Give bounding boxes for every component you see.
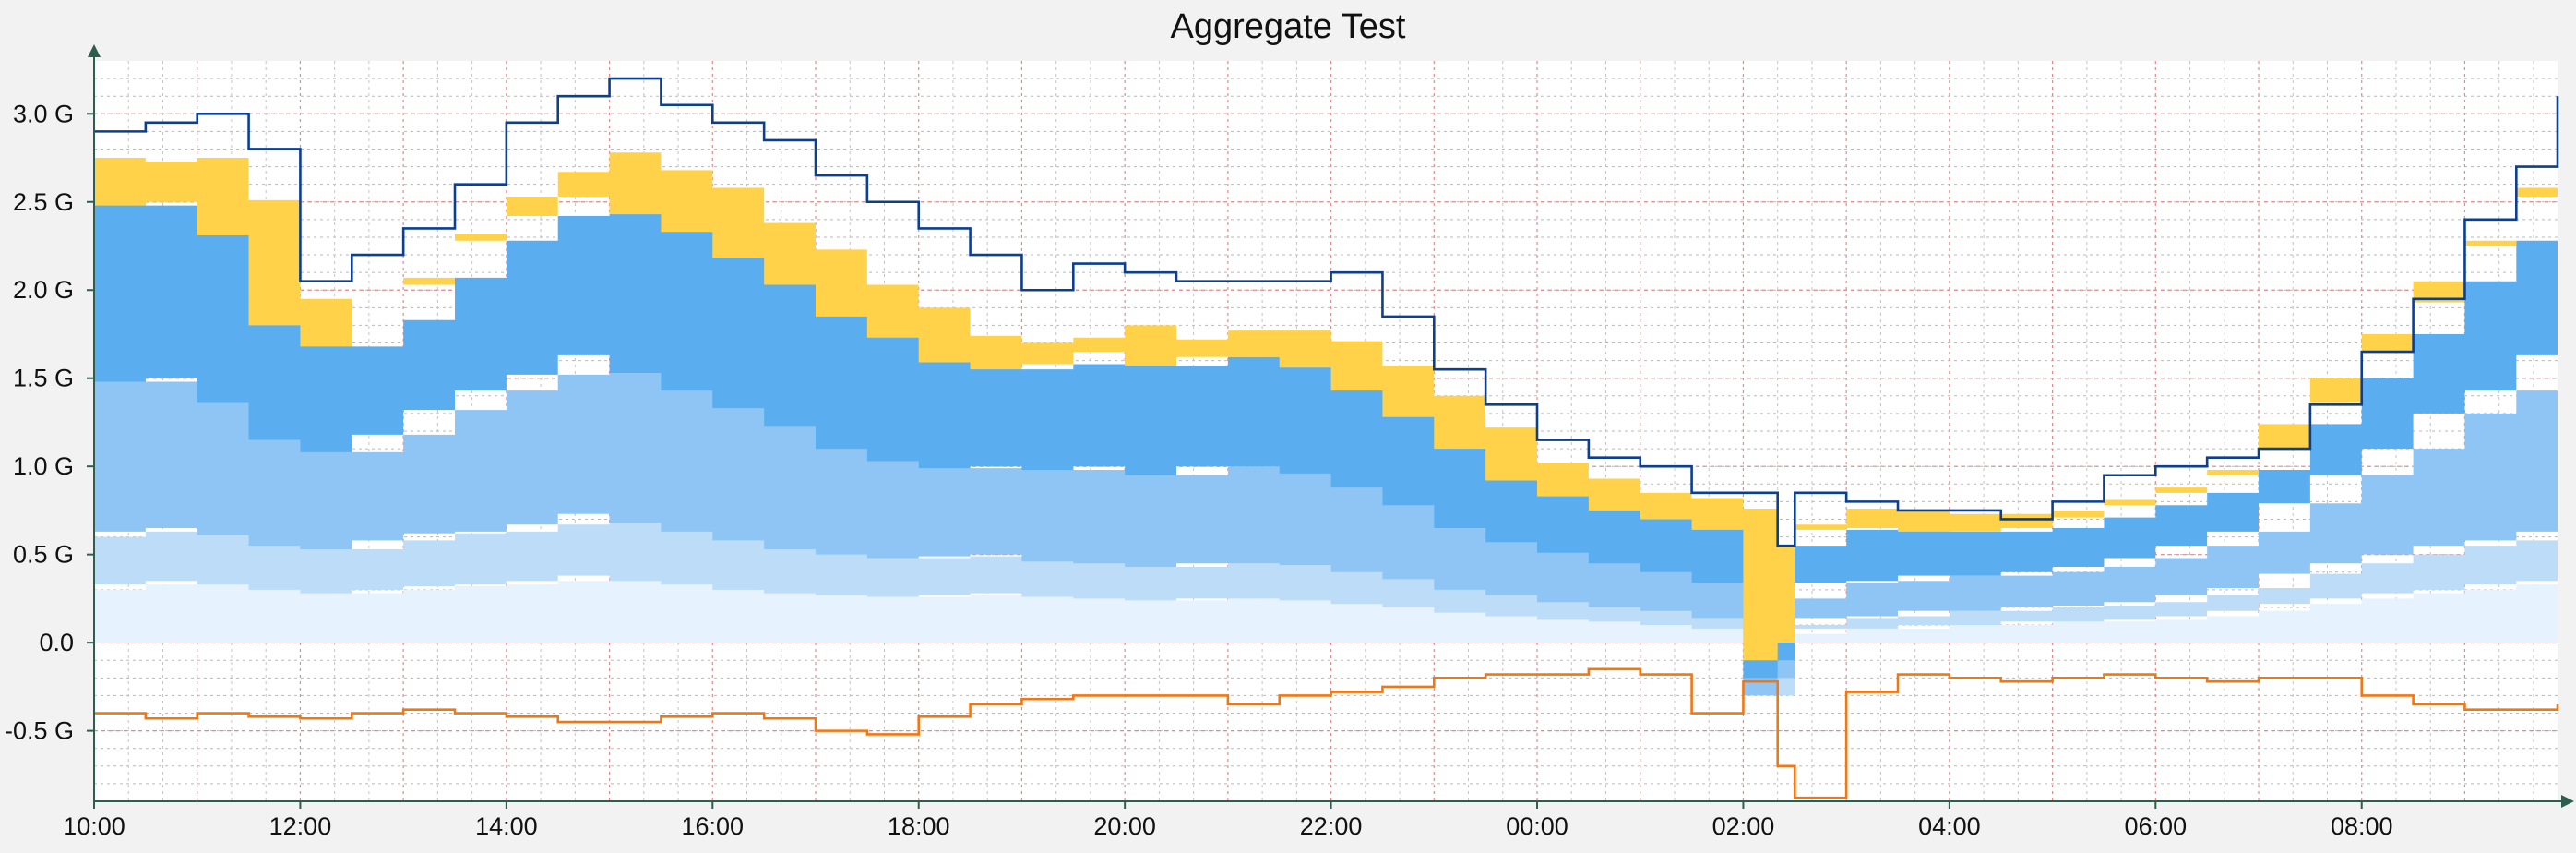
- stacked-area-series-3: [94, 354, 2558, 696]
- y-tick-label: 2.5 G: [13, 188, 74, 216]
- axes: [87, 44, 2574, 809]
- line-series-1: [94, 77, 2559, 547]
- y-tick-label: 2.0 G: [13, 276, 74, 304]
- series-layer: [94, 77, 2559, 799]
- stacked-area-series-2: [94, 513, 2558, 696]
- x-tick-label: 04:00: [1918, 812, 1981, 840]
- y-axis-arrow: [88, 44, 101, 57]
- x-tick-label: 16:00: [682, 812, 745, 840]
- x-tick-label: 12:00: [269, 812, 332, 840]
- stacked-area-series-5: [94, 143, 2558, 661]
- y-tick-label: 1.5 G: [13, 365, 74, 392]
- x-tick-label: 20:00: [1093, 812, 1156, 840]
- x-tick-label: 06:00: [2125, 812, 2188, 840]
- chart-title: Aggregate Test: [1170, 7, 1406, 46]
- x-tick-label: 10:00: [63, 812, 125, 840]
- x-tick-label: 08:00: [2331, 812, 2393, 840]
- stacked-area-series-4: [94, 187, 2558, 679]
- x-tick-label: 22:00: [1300, 812, 1363, 840]
- x-tick-label: 00:00: [1506, 812, 1568, 840]
- x-tick-label: 18:00: [888, 812, 950, 840]
- y-tick-label: 0.5 G: [13, 541, 74, 569]
- stacked-area-series-1: [94, 575, 2558, 679]
- x-axis-arrow: [2561, 795, 2574, 808]
- y-tick-label: 3.0 G: [13, 100, 74, 127]
- y-tick-label: -0.5 G: [5, 717, 74, 745]
- x-tick-label: 14:00: [475, 812, 538, 840]
- y-tick-label: 0.0: [39, 629, 74, 656]
- x-tick-label: 02:00: [1712, 812, 1775, 840]
- y-tick-label: 1.0 G: [13, 452, 74, 480]
- line-series-2: [94, 667, 2559, 799]
- tick-labels: 3.0 G 2.5 G 2.0 G 1.5 G 1.0 G 0.5 G 0.0 -0.5 G 1…: [5, 100, 2393, 840]
